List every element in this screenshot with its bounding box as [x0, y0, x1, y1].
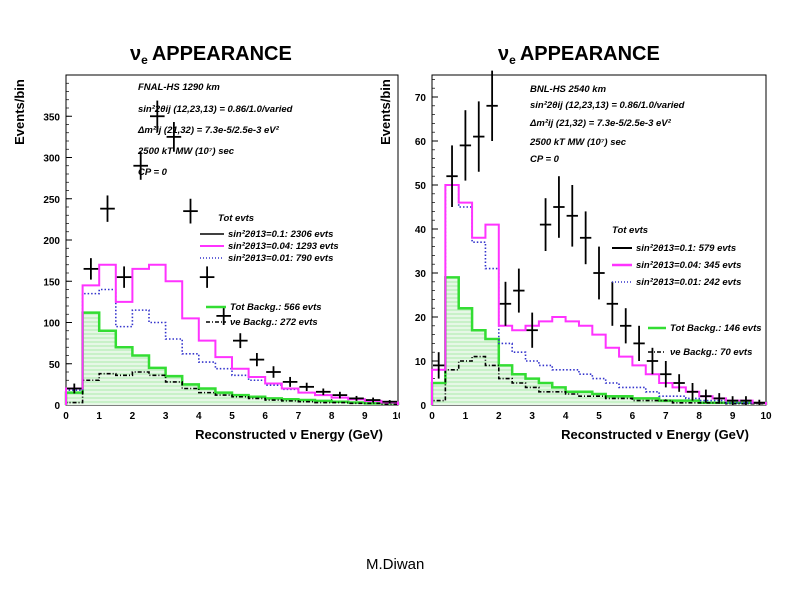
x-tick-label: 2 [496, 411, 502, 422]
chart-panel-bnl: νe APPEARANCE 0 10 20 30 40 50 60 70 0 1 2 3 4 5 6 7 8 9 10… [372, 0, 772, 460]
y-tick-label: 70 [415, 93, 427, 104]
title-text: APPEARANCE [520, 43, 660, 65]
legend-entry: sin²2θ13=0.04: 1293 evts [228, 241, 339, 252]
x-tick-label: 6 [630, 411, 636, 422]
chart-title: νe APPEARANCE [130, 43, 292, 67]
x-tick-label: 7 [296, 411, 302, 422]
legend-entry: νe Backg.: 272 evts [230, 317, 318, 328]
annotation-block: FNAL-HS 1290 km sin²2θij (12,23,13) = 0.… [137, 82, 293, 178]
annotation-line: sin²2θij (12,23,13) = 0.86/1.0/varied [138, 104, 293, 115]
legend-entry: Tot Backg.: 146 evts [670, 323, 762, 334]
annotation-line: Δm²ij (21,32) = 7.3e-5/2.5e-3 eV² [529, 118, 672, 129]
x-tick-label: 7 [663, 411, 669, 422]
y-tick-label: 300 [43, 154, 60, 165]
x-tick-label: 9 [730, 411, 736, 422]
chart-svg-fnal: νe APPEARANCE 0 50 100 150 200 250 300 350 0 1 2 3 4 5… [12, 43, 400, 442]
x-tick-label: 8 [696, 411, 702, 422]
y-tick-label: 50 [49, 360, 61, 371]
annotation-line: FNAL-HS 1290 km [138, 82, 220, 93]
legend-entry: sin²2θ13=0.01: 242 evts [636, 277, 741, 288]
y-tick-label: 350 [43, 112, 60, 123]
x-tick-label: 5 [596, 411, 602, 422]
legend-entry: sin²2θ13=0.1: 579 evts [636, 243, 736, 254]
histogram-step-dashdot [431, 355, 767, 405]
y-tick-label: 150 [43, 277, 60, 288]
annotation-line: sin²2θij (12,23,13) = 0.86/1.0/varied [530, 100, 685, 111]
histogram-step-filled [64, 311, 400, 405]
title-nu-symbol: ν [498, 43, 509, 65]
x-tick-label: 4 [196, 411, 202, 422]
y-tick-label: 100 [43, 319, 60, 330]
title-subscript: e [141, 53, 148, 67]
annotation-line: 2500 kT MW (10⁷) sec [529, 137, 627, 148]
x-tick-label: 3 [163, 411, 169, 422]
legend: Tot evts sin²2θ13=0.1: 2306 evts sin²2θ1… [200, 213, 339, 328]
y-axis-label: Events/bin [378, 79, 393, 145]
y-tick-label: 20 [415, 313, 427, 324]
y-tick-label: 60 [415, 137, 427, 148]
legend-entry: Tot Backg.: 566 evts [230, 302, 322, 313]
x-tick-label: 3 [529, 411, 535, 422]
x-tick-label: 1 [463, 411, 469, 422]
title-text: APPEARANCE [152, 43, 292, 65]
x-axis-label: Reconstructed ν Energy (GeV) [561, 427, 749, 442]
annotation-line: Δm²ij (21,32) = 7.3e-5/2.5e-3 eV² [137, 125, 280, 136]
x-tick-label: 5 [229, 411, 235, 422]
legend-entry: sin²2θ13=0.04: 345 evts [636, 260, 741, 271]
legend-entry: νe Backg.: 70 evts [670, 347, 752, 358]
chart-svg-bnl: νe APPEARANCE 0 10 20 30 40 50 60 70 0 1 2 3 4 5 6 7 8 9 10… [378, 43, 772, 442]
x-tick-label: 1 [96, 411, 102, 422]
y-axis-label: Events/bin [12, 79, 27, 145]
x-tick-label: 2 [130, 411, 136, 422]
chart-panel-fnal: νe APPEARANCE 0 50 100 150 200 250 300 350 0 1 2 3 4 5… [0, 0, 400, 460]
x-tick-label: 4 [563, 411, 569, 422]
x-tick-label: 8 [329, 411, 335, 422]
x-tick-label: 0 [429, 411, 435, 422]
y-tick-label: 250 [43, 195, 60, 206]
x-tick-label: 9 [362, 411, 368, 422]
author-credit: M.Diwan [366, 556, 425, 573]
x-axis-label: Reconstructed ν Energy (GeV) [195, 427, 383, 442]
y-tick-label: 200 [43, 236, 60, 247]
y-tick-label: 30 [415, 269, 427, 280]
y-tick-label: 40 [415, 225, 427, 236]
y-tick-label: 10 [415, 357, 427, 368]
x-tick-label: 10 [760, 411, 772, 422]
y-tick-label: 0 [420, 401, 426, 412]
histogram-step [65, 263, 399, 405]
legend-title: Tot evts [612, 225, 648, 236]
x-tick-label: 10 [392, 411, 400, 422]
y-tick-label: 0 [54, 401, 60, 412]
chart-title: νe APPEARANCE [498, 43, 660, 67]
legend-entry: sin²2θ13=0.1: 2306 evts [228, 229, 333, 240]
annotation-line: CP = 0 [530, 154, 560, 165]
annotation-line: CP = 0 [138, 167, 168, 178]
annotation-line: BNL-HS 2540 km [530, 84, 607, 95]
annotation-line: 2500 kT MW (10⁷) sec [137, 146, 235, 157]
legend-entry: sin²2θ13=0.01: 790 evts [228, 253, 333, 264]
title-nu-symbol: ν [130, 43, 141, 65]
histogram-step-dashdot [65, 371, 399, 405]
title-subscript: e [509, 53, 516, 67]
plot-area-bnl: 0 10 20 30 40 50 60 70 0 1 2 3 4 5 6 7 8 9 10 [415, 70, 772, 422]
x-tick-label: 6 [262, 411, 268, 422]
x-tick-label: 0 [63, 411, 69, 422]
plot-area-fnal: 0 50 100 150 200 250 300 350 0 1 2 3 4 5 6 7 8 9 10 [43, 74, 400, 422]
y-tick-label: 50 [415, 181, 427, 192]
legend-title: Tot evts [218, 213, 254, 224]
legend: Tot evts sin²2θ13=0.1: 579 evts sin²2θ13… [612, 225, 762, 358]
annotation-block: BNL-HS 2540 km sin²2θij (12,23,13) = 0.8… [529, 84, 685, 165]
